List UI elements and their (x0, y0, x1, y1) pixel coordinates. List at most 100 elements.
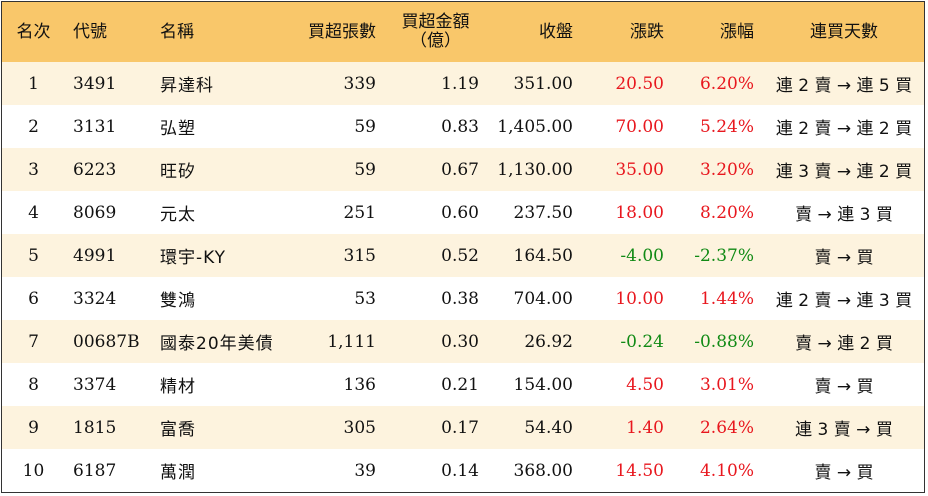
header-row: 名次 代號 名稱 買超張數 買超金額 （億） 收盤 漲跌 漲幅 連買天數 (2, 2, 924, 62)
header-code: 代號 (73, 21, 107, 42)
buy-streak-cell: 賣 → 連 3 買 (795, 205, 893, 225)
stock-name-cell: 富喬 (160, 420, 196, 440)
net-buy-amount-cell: 0.60 (441, 202, 479, 223)
change-pct-cell: 6.20% (699, 73, 754, 94)
close-price-cell: 368.00 (513, 460, 573, 481)
rank-cell: 9 (28, 417, 39, 438)
code-cell: 6223 (73, 159, 117, 180)
rank-cell: 2 (28, 116, 39, 137)
stock-name-cell: 精材 (160, 377, 196, 397)
change-pct-cell: -0.88% (694, 331, 754, 352)
net-buy-amount-cell: 0.67 (441, 159, 479, 180)
net-buy-amount-cell: 0.38 (441, 288, 479, 309)
buy-streak-cell: 連 2 賣 → 連 2 買 (775, 119, 913, 139)
net-buy-shares-cell: 39 (354, 460, 376, 481)
net-buy-amount-cell: 0.52 (441, 245, 479, 266)
code-cell: 3131 (73, 116, 117, 137)
change-pct-cell: 2.64% (699, 417, 754, 438)
table-body: 1 3491 昇達科 339 1.19 351.00 20.50 6.20% 連 2 賣 → 連… (2, 62, 924, 492)
close-price-cell: 1,405.00 (497, 116, 573, 137)
buy-streak-cell: 賣 → 買 (814, 377, 874, 397)
net-buy-amount-cell: 0.83 (441, 116, 479, 137)
close-price-cell: 1,130.00 (497, 159, 573, 180)
code-cell: 3324 (73, 288, 117, 309)
buy-streak-cell: 賣 → 買 (814, 248, 874, 268)
rank-cell: 8 (28, 374, 39, 395)
header-net-buy-shares: 買超張數 (308, 21, 376, 42)
stock-name-cell: 萬潤 (160, 463, 196, 483)
change-cell: 14.50 (615, 460, 664, 481)
table-row: 8 3374 精材 136 0.21 154.00 4.50 3.01% 賣 → 買 (2, 363, 924, 406)
change-cell: -4.00 (620, 245, 664, 266)
change-cell: 35.00 (615, 159, 664, 180)
table-row: 10 6187 萬潤 39 0.14 368.00 14.50 4.10% 賣 → 買 (2, 449, 924, 492)
table-row: 1 3491 昇達科 339 1.19 351.00 20.50 6.20% 連 2 賣 → 連… (2, 62, 924, 105)
net-buy-shares-cell: 59 (354, 116, 376, 137)
net-buy-shares-cell: 1,111 (327, 331, 376, 352)
net-buy-shares-cell: 251 (343, 202, 376, 223)
buy-streak-cell: 連 3 賣 → 買 (795, 420, 893, 440)
change-pct-cell: -2.37% (694, 245, 754, 266)
net-buy-shares-cell: 59 (354, 159, 376, 180)
change-pct-cell: 5.24% (699, 116, 754, 137)
net-buy-shares-cell: 53 (354, 288, 376, 309)
change-cell: -0.24 (620, 331, 664, 352)
change-cell: 4.50 (626, 374, 664, 395)
net-buy-amount-cell: 0.21 (441, 374, 479, 395)
stock-name-cell: 雙鴻 (160, 291, 196, 311)
change-cell: 70.00 (615, 116, 664, 137)
rank-cell: 3 (28, 159, 39, 180)
code-cell: 4991 (73, 245, 117, 266)
header-rank: 名次 (16, 21, 51, 42)
change-cell: 18.00 (615, 202, 664, 223)
close-price-cell: 54.40 (524, 417, 573, 438)
change-pct-cell: 4.10% (699, 460, 754, 481)
code-cell: 3374 (73, 374, 117, 395)
header-buy-streak: 連買天數 (810, 21, 878, 42)
code-cell: 6187 (73, 460, 117, 481)
table-row: 3 6223 旺矽 59 0.67 1,130.00 35.00 3.20% 連 3 賣 → 連… (2, 148, 924, 191)
rank-cell: 10 (22, 460, 45, 481)
net-buy-amount-cell: 1.19 (441, 73, 479, 94)
table-row: 7 00687B 國泰20年美債 1,111 0.30 26.92 -0.24 -0.88% 賣… (2, 320, 924, 363)
change-cell: 20.50 (615, 73, 664, 94)
header-change-pct: 漲幅 (720, 21, 754, 42)
net-buy-shares-cell: 339 (343, 73, 376, 94)
table-row: 6 3324 雙鴻 53 0.38 704.00 10.00 1.44% 連 2 賣 → 連 3… (2, 277, 924, 320)
rank-cell: 4 (28, 202, 39, 223)
change-pct-cell: 3.20% (699, 159, 754, 180)
header-close: 收盤 (539, 21, 573, 42)
rank-cell: 6 (28, 288, 39, 309)
change-pct-cell: 3.01% (699, 374, 754, 395)
change-cell: 10.00 (615, 288, 664, 309)
close-price-cell: 237.50 (513, 202, 573, 223)
change-pct-cell: 8.20% (699, 202, 754, 223)
net-buy-shares-cell: 315 (343, 245, 376, 266)
code-cell: 8069 (73, 202, 117, 223)
stock-name-cell: 昇達科 (160, 76, 214, 96)
stock-name-cell: 環宇-KY (160, 248, 227, 268)
stock-name-cell: 國泰20年美債 (160, 334, 274, 354)
code-cell: 00687B (73, 331, 140, 352)
header-net-buy-amount: 買超金額 （億） (401, 12, 470, 51)
buy-streak-cell: 連 3 賣 → 連 2 買 (775, 162, 913, 182)
close-price-cell: 351.00 (513, 73, 573, 94)
close-price-cell: 164.50 (513, 245, 573, 266)
close-price-cell: 154.00 (513, 374, 573, 395)
change-cell: 1.40 (626, 417, 664, 438)
code-cell: 1815 (73, 417, 117, 438)
code-cell: 3491 (73, 73, 117, 94)
close-price-cell: 26.92 (524, 331, 573, 352)
change-pct-cell: 1.44% (699, 288, 754, 309)
stock-name-cell: 元太 (160, 205, 196, 225)
header-change: 漲跌 (630, 21, 664, 42)
net-buy-shares-cell: 305 (343, 417, 376, 438)
net-buy-shares-cell: 136 (343, 374, 376, 395)
table-row: 2 3131 弘塑 59 0.83 1,405.00 70.00 5.24% 連 2 賣 → 連… (2, 105, 924, 148)
buy-streak-cell: 賣 → 連 2 買 (795, 334, 893, 354)
header-name: 名稱 (160, 21, 194, 42)
rank-cell: 7 (28, 331, 39, 352)
buy-streak-cell: 賣 → 買 (814, 463, 874, 483)
